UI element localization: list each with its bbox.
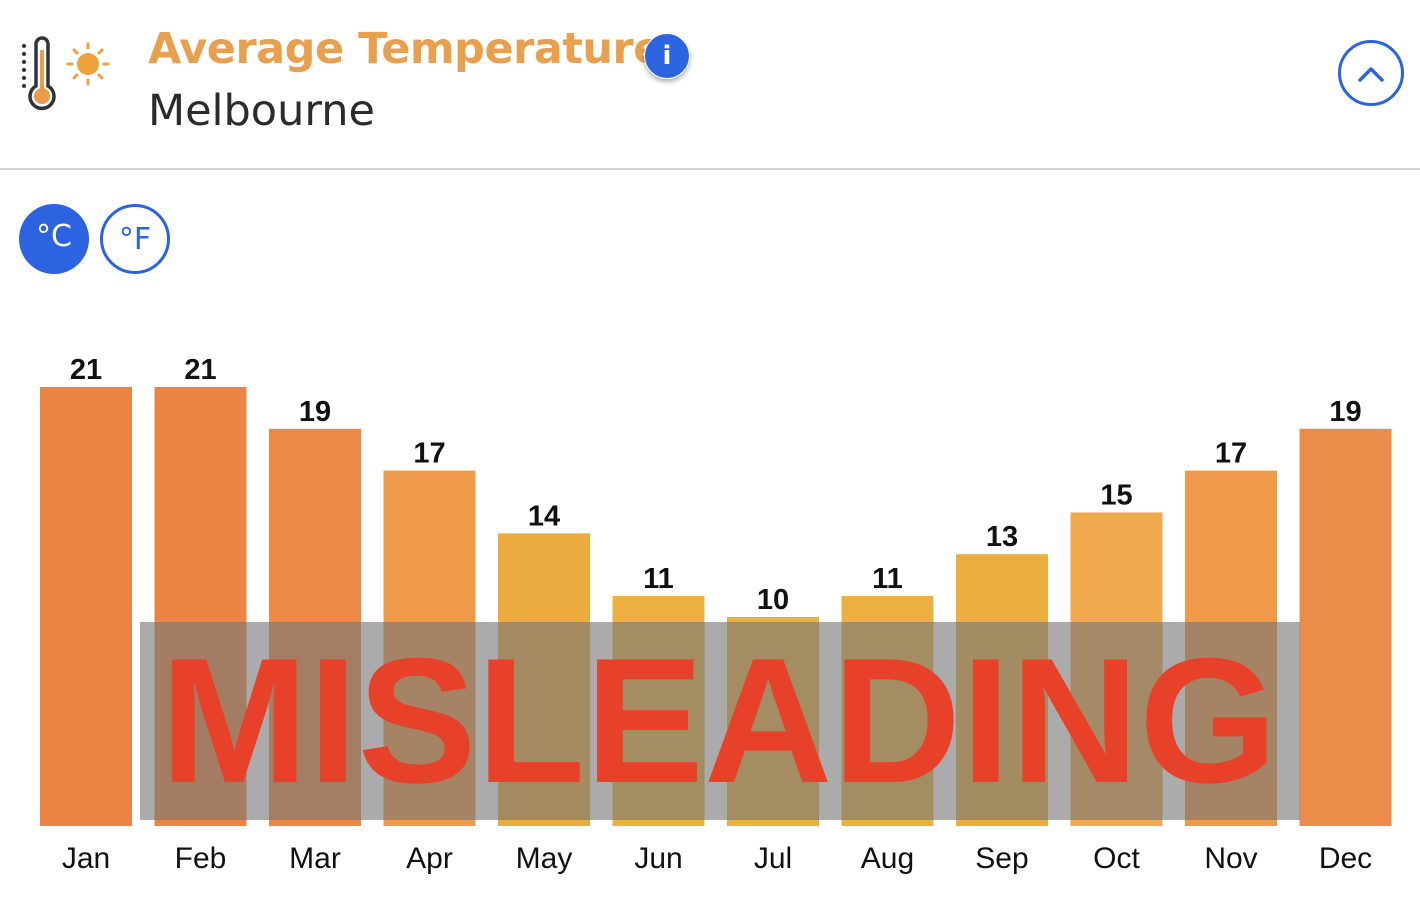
thermometer-sun-icon: [22, 36, 110, 111]
x-tick-label: Apr: [406, 842, 453, 875]
info-button[interactable]: i: [644, 33, 690, 79]
x-tick-label: Sep: [975, 842, 1028, 875]
x-tick-label: Feb: [175, 842, 227, 875]
location-subtitle: Melbourne: [148, 86, 375, 136]
data-label: 13: [986, 521, 1018, 553]
data-label: 17: [413, 438, 445, 470]
bar-dec: [1299, 428, 1392, 826]
fahrenheit-toggle[interactable]: °F: [100, 204, 170, 274]
stamp-text: MISLEADING: [160, 621, 1278, 820]
data-label: 11: [872, 563, 903, 595]
x-tick-label: Jun: [634, 842, 682, 875]
data-label: 19: [1329, 396, 1361, 428]
data-label: 11: [643, 563, 674, 595]
x-tick-label: Jul: [754, 842, 792, 875]
chart-title: Average Temperature: [148, 24, 662, 74]
x-tick-label: Mar: [289, 842, 341, 875]
misleading-stamp: MISLEADING: [140, 622, 1300, 820]
data-label: 10: [757, 584, 789, 616]
x-tick-label: Oct: [1093, 842, 1140, 875]
x-tick-label: May: [516, 842, 573, 875]
x-tick-label: Dec: [1319, 842, 1372, 875]
chevron-up-icon: [1358, 67, 1384, 82]
celsius-toggle[interactable]: °C: [19, 204, 89, 274]
x-tick-label: Nov: [1204, 842, 1257, 875]
collapse-button[interactable]: [1338, 40, 1404, 106]
data-label: 15: [1100, 479, 1132, 511]
card-header: Average Temperature Melbourne i: [0, 0, 1420, 170]
bar-jan: [40, 387, 132, 826]
x-tick-label: Jan: [62, 842, 110, 875]
data-label: 19: [299, 396, 331, 428]
data-label: 21: [70, 354, 102, 386]
data-label: 17: [1215, 438, 1247, 470]
data-label: 14: [528, 500, 560, 532]
data-label: 21: [184, 354, 216, 386]
x-tick-label: Aug: [861, 842, 914, 875]
